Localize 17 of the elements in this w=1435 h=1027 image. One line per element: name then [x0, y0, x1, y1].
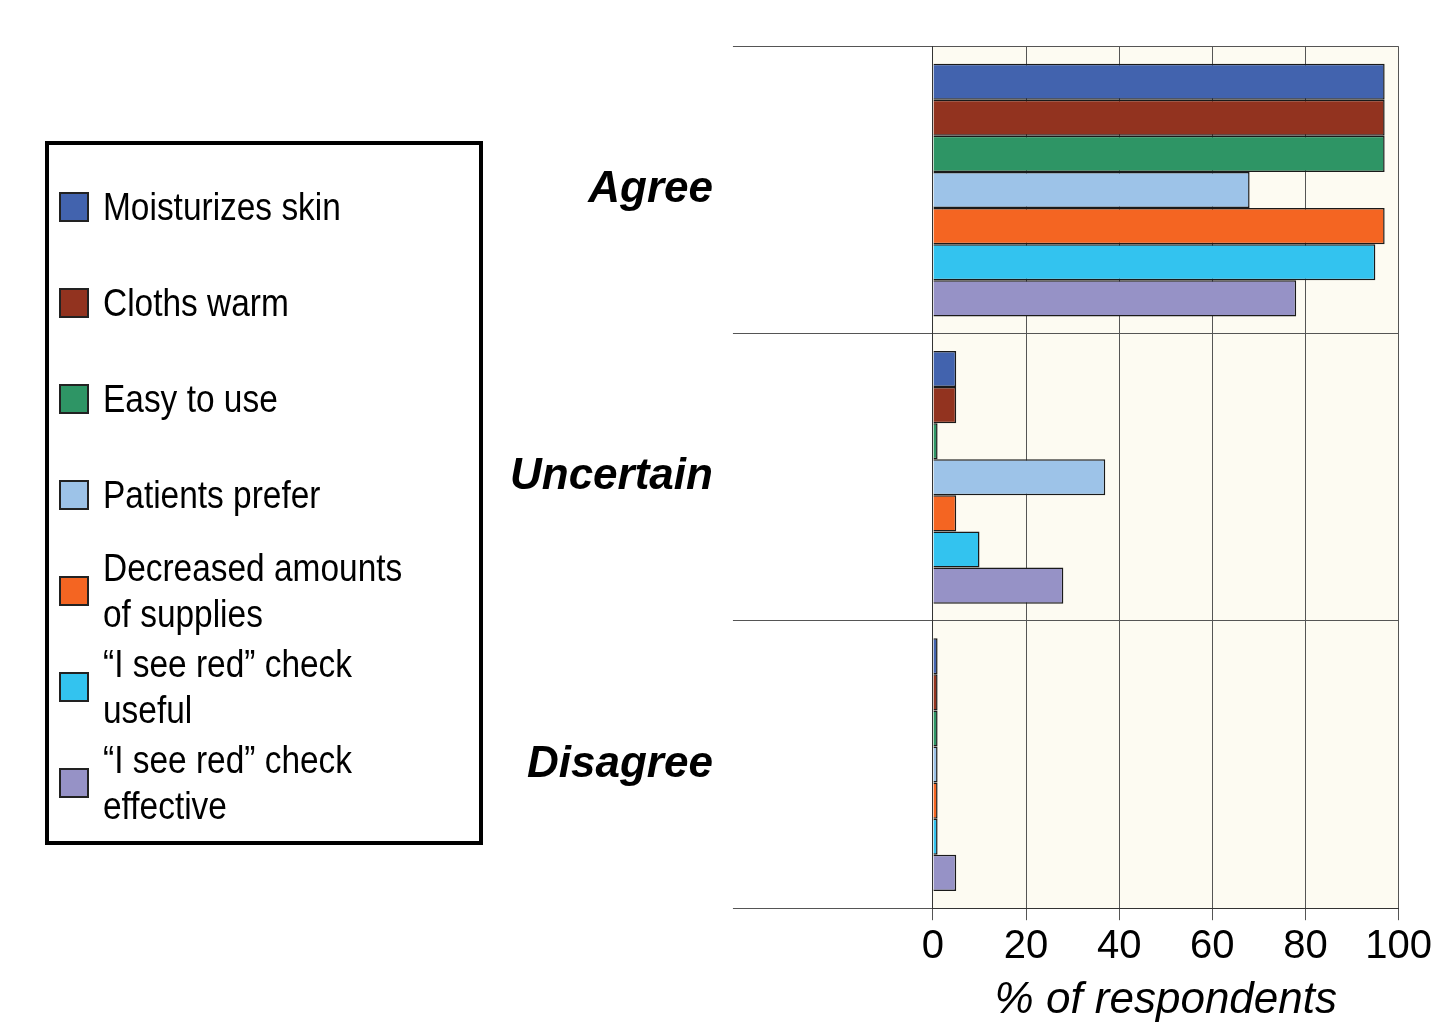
legend-label: Easy to use [103, 377, 279, 422]
x-tick-label: 20 [1003, 922, 1049, 967]
x-tick-label: 40 [1096, 922, 1142, 967]
legend-label: “I see red” check useful [103, 642, 354, 733]
x-tick-label: 100 [1365, 922, 1433, 967]
legend-label: Cloths warm [103, 281, 290, 326]
x-tick-label: 80 [1283, 922, 1328, 967]
legend-label: Patients prefer [103, 473, 322, 518]
legend-label: Moisturizes skin [103, 185, 342, 230]
x-axis-title: % of respondents [994, 972, 1338, 1022]
y-tick-label: Uncertain [509, 449, 713, 499]
x-tick-label: 60 [1190, 922, 1235, 967]
y-tick-label: Agree [587, 162, 713, 212]
y-tick-label: Disagree [527, 736, 713, 786]
legend-label: Decreased amounts of supplies [103, 546, 404, 637]
legend-label: “I see red” check effective [103, 738, 354, 829]
x-tick-label: 0 [921, 922, 945, 967]
